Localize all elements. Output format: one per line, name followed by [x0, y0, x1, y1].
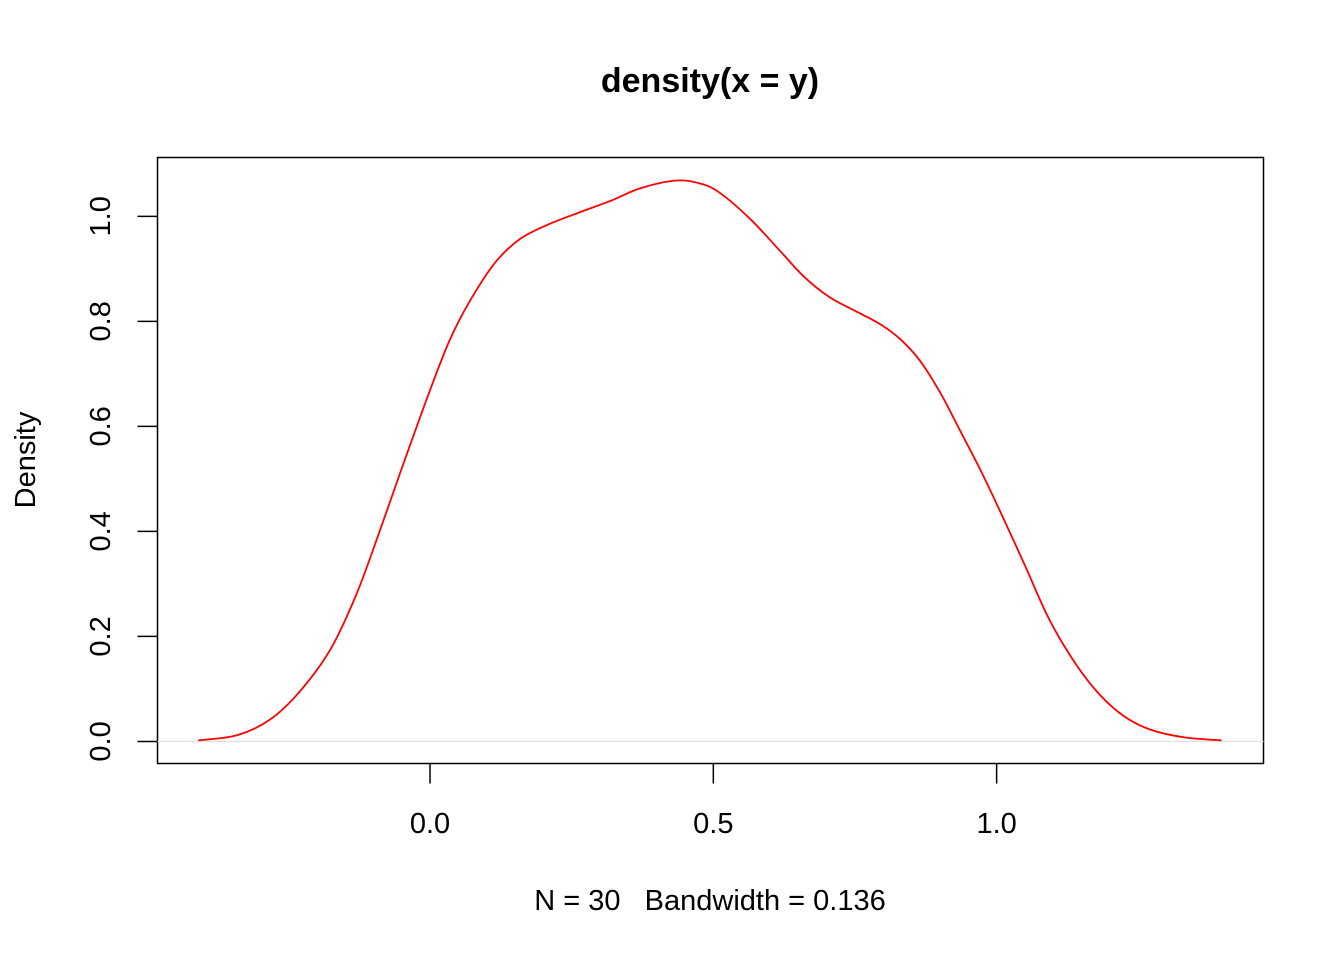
- density-curve: [198, 179, 1222, 742]
- plot-frame: [156, 156, 1265, 765]
- chart-title: density(x = y): [601, 62, 819, 100]
- x-axis-label: N = 30 Bandwidth = 0.136: [534, 885, 885, 917]
- x-tick-label: 0.0: [410, 808, 450, 840]
- x-tick-label: 0.5: [693, 808, 733, 840]
- y-tick-label: 0.2: [85, 616, 117, 656]
- x-axis: 0.0 0.5 1.0: [410, 763, 1017, 840]
- y-tick-label: 0.6: [85, 406, 117, 446]
- y-tick-label: 1.0: [85, 196, 117, 236]
- y-tick-label: 0.4: [85, 511, 117, 551]
- y-axis: 0.0 0.2 0.4 0.6 0.8 1.0: [85, 196, 158, 762]
- x-tick-label: 1.0: [976, 808, 1016, 840]
- y-axis-label: Density: [10, 411, 42, 508]
- y-tick-label: 0.8: [85, 301, 117, 341]
- y-tick-label: 0.0: [85, 721, 117, 761]
